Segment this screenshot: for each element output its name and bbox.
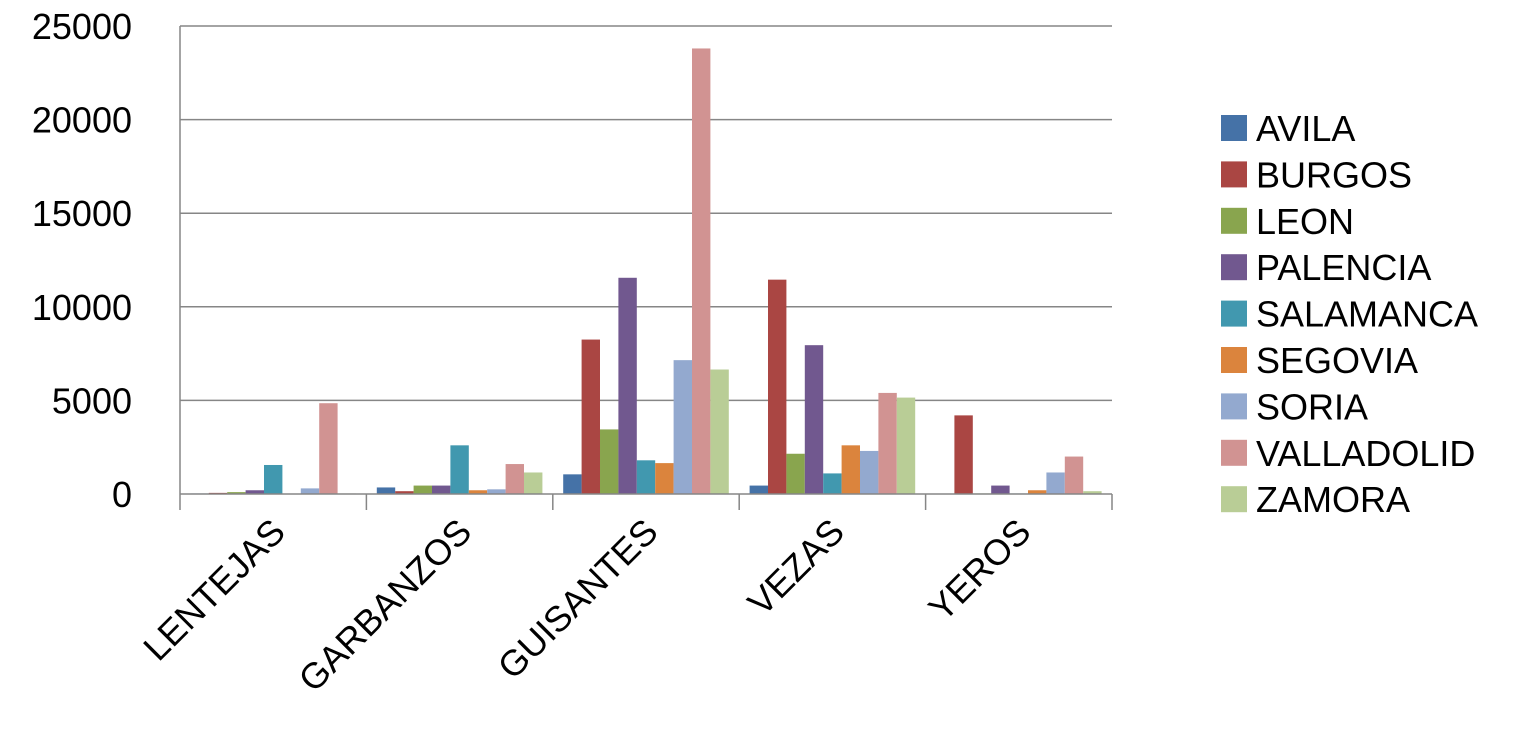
- y-tick-label: 0: [112, 474, 132, 515]
- gridlines: [179, 25, 1112, 494]
- bar-yeros-palencia: [991, 485, 1010, 494]
- bar-garbanzos-avila: [376, 487, 396, 494]
- bar-yeros-segovia: [1028, 490, 1047, 494]
- bar-guisantes-zamora: [710, 369, 729, 494]
- bar-guisantes-segovia: [655, 463, 674, 494]
- bar-vezas-avila: [749, 485, 768, 494]
- legend-swatch-zamora: [1221, 486, 1247, 513]
- bar-garbanzos-soria: [487, 489, 506, 494]
- bar-yeros-burgos: [954, 415, 973, 494]
- bar-garbanzos-burgos: [395, 491, 414, 494]
- bar-yeros-valladolid: [1064, 456, 1084, 494]
- y-tick-label: 20000: [32, 100, 132, 141]
- bar-garbanzos-salamanca: [450, 445, 469, 494]
- bar-guisantes-salamanca: [636, 460, 656, 494]
- x-category-label-yeros: YEROS: [920, 511, 1038, 629]
- bar-vezas-soria: [860, 450, 879, 494]
- legend-swatch-burgos: [1221, 161, 1247, 188]
- bar-vezas-salamanca: [823, 473, 842, 494]
- bar-garbanzos-palencia: [432, 485, 451, 494]
- bar-lentejas-leon: [227, 492, 246, 494]
- bar-garbanzos-segovia: [468, 490, 488, 494]
- bar-yeros-soria: [1046, 472, 1065, 494]
- legend-swatch-salamanca: [1221, 300, 1247, 327]
- legend-swatch-segovia: [1221, 347, 1247, 373]
- bar-vezas-leon: [786, 453, 805, 494]
- legend-swatch-leon: [1221, 207, 1247, 234]
- x-axis: [179, 493, 1113, 510]
- bar-guisantes-avila: [563, 474, 582, 494]
- y-tick-label: 10000: [32, 287, 132, 328]
- bar-vezas-zamora: [896, 397, 916, 494]
- bar-garbanzos-zamora: [524, 472, 543, 494]
- bar-guisantes-valladolid: [692, 48, 711, 495]
- legend: AVILA BURGOS LEON PALENCIA SALAMANCA SEGOVIA S…: [1221, 108, 1478, 520]
- x-category-label-guisantes: GUISANTES: [490, 511, 666, 687]
- bar-lentejas-palencia: [245, 490, 264, 494]
- legend-label-salamanca: SALAMANCA: [1256, 294, 1478, 335]
- x-category-label-lentejas: LENTEJAS: [135, 511, 293, 669]
- legend-swatch-valladolid: [1221, 439, 1247, 466]
- legend-label-segovia: SEGOVIA: [1256, 340, 1418, 381]
- bar-guisantes-soria: [673, 360, 692, 494]
- bar-vezas-burgos: [768, 279, 787, 494]
- bar-garbanzos-valladolid: [505, 464, 524, 494]
- legend-label-soria: SORIA: [1256, 386, 1368, 427]
- bars: [190, 48, 1102, 495]
- bar-guisantes-palencia: [618, 277, 637, 494]
- x-category-label-garbanzos: GARBANZOS: [290, 511, 479, 700]
- legend-label-palencia: PALENCIA: [1256, 247, 1431, 288]
- legend-label-leon: LEON: [1256, 201, 1354, 242]
- legend-label-valladolid: VALLADOLID: [1256, 433, 1475, 474]
- bar-lentejas-soria: [300, 488, 320, 494]
- legend-swatch-palencia: [1221, 254, 1247, 281]
- y-axis-tick-labels: 0 5000 10000 15000 20000 25000: [32, 6, 132, 515]
- legend-swatch-avila: [1221, 115, 1247, 141]
- bar-vezas-segovia: [841, 445, 860, 494]
- bar-lentejas-salamanca: [264, 464, 283, 494]
- legend-label-avila: AVILA: [1256, 108, 1355, 149]
- x-category-label-vezas: VEZAS: [740, 511, 852, 623]
- legend-label-zamora: ZAMORA: [1256, 479, 1410, 520]
- bar-yeros-zamora: [1083, 491, 1102, 494]
- legend-label-burgos: BURGOS: [1256, 154, 1412, 195]
- bar-garbanzos-leon: [413, 485, 432, 494]
- bar-vezas-valladolid: [878, 392, 897, 494]
- bar-vezas-palencia: [804, 345, 824, 494]
- legend-swatch-soria: [1221, 393, 1247, 420]
- y-tick-label: 15000: [32, 193, 132, 234]
- y-tick-label: 5000: [52, 380, 132, 421]
- bar-lentejas-valladolid: [319, 403, 338, 494]
- bar-guisantes-burgos: [581, 339, 600, 494]
- y-tick-label: 25000: [32, 6, 132, 47]
- bar-guisantes-leon: [600, 429, 619, 494]
